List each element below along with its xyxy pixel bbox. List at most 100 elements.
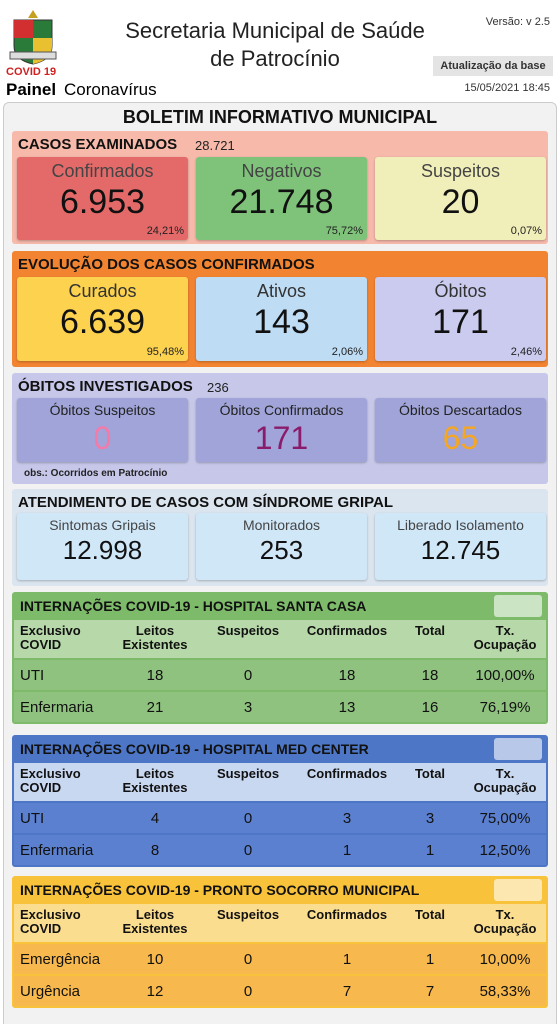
table-cell: 18 bbox=[421, 667, 439, 684]
table-cell: 8 bbox=[150, 842, 160, 859]
card-label: Curados bbox=[68, 281, 137, 301]
column-header: Tx. Ocupação bbox=[473, 766, 537, 795]
app-label: COVID 19 bbox=[6, 66, 57, 78]
stat-card: Monitorados 253 bbox=[196, 513, 367, 580]
card-value: 21.748 bbox=[229, 183, 334, 221]
stat-card: Suspeitos 20 0,07% bbox=[375, 157, 546, 240]
table-cell: 1 bbox=[425, 842, 435, 859]
table-cell: 1 bbox=[342, 842, 352, 859]
table-cell: 3 bbox=[243, 699, 253, 716]
table-cell: 12 bbox=[146, 983, 164, 1000]
table-cell: Enfermaria bbox=[20, 699, 94, 716]
column-header: Total bbox=[414, 766, 446, 781]
column-header: Suspeitos bbox=[216, 623, 280, 638]
table-cell: 16 bbox=[421, 699, 439, 716]
table-cell: 3 bbox=[342, 810, 352, 827]
card-value: 253 bbox=[259, 535, 304, 565]
section-total: 28.721 bbox=[195, 138, 235, 153]
table-cell: 21 bbox=[146, 699, 164, 716]
table-cell: 100,00% bbox=[475, 667, 535, 684]
card-value: 0 bbox=[93, 420, 112, 456]
column-header: Leitos Existentes bbox=[122, 907, 188, 936]
hospital-logo bbox=[494, 879, 542, 901]
update-time: 15/05/2021 18:45 bbox=[464, 82, 550, 94]
card-label: Sintomas Gripais bbox=[49, 517, 156, 533]
table-cell: 0 bbox=[243, 667, 253, 684]
table-cell: 4 bbox=[150, 810, 160, 827]
table-cell: 0 bbox=[243, 810, 253, 827]
panel-rest: Coronavírus bbox=[64, 80, 157, 99]
table-cell: 10,00% bbox=[479, 951, 531, 968]
stat-card: Óbitos Descartados 65 bbox=[375, 398, 546, 462]
column-header: Tx. Ocupação bbox=[473, 623, 537, 652]
stat-card: Óbitos 171 2,46% bbox=[375, 277, 546, 361]
column-header: Suspeitos bbox=[216, 907, 280, 922]
section-note: obs.: Ocorridos em Patrocínio bbox=[24, 468, 168, 479]
table-row bbox=[14, 660, 546, 690]
table-cell: Emergência bbox=[20, 951, 101, 968]
table-cell: Enfermaria bbox=[20, 842, 94, 859]
stat-card: Confirmados 6.953 24,21% bbox=[17, 157, 188, 240]
table-header-row bbox=[14, 620, 546, 658]
column-header: Confirmados bbox=[306, 766, 388, 781]
table-cell: 10 bbox=[146, 951, 164, 968]
card-percent: 75,72% bbox=[325, 225, 363, 237]
table-cell: 0 bbox=[243, 842, 253, 859]
section-title: ATENDIMENTO DE CASOS COM SÍNDROME GRIPAL bbox=[18, 494, 394, 511]
table-cell: 0 bbox=[243, 951, 253, 968]
table-cell: 12,50% bbox=[479, 842, 531, 859]
table-row bbox=[14, 835, 546, 865]
card-value: 143 bbox=[253, 303, 310, 341]
table-row bbox=[14, 944, 546, 974]
card-value: 12.745 bbox=[420, 535, 501, 565]
table-cell: 13 bbox=[338, 699, 356, 716]
table-cell: 7 bbox=[342, 983, 352, 1000]
card-label: Confirmados bbox=[51, 161, 154, 181]
table-header-row bbox=[14, 904, 546, 942]
card-value: 6.639 bbox=[59, 303, 146, 341]
card-percent: 24,21% bbox=[146, 225, 184, 237]
stat-card: Ativos 143 2,06% bbox=[196, 277, 367, 361]
stat-card: Sintomas Gripais 12.998 bbox=[17, 513, 188, 580]
panel-bold: Painel bbox=[6, 80, 57, 99]
card-value: 65 bbox=[442, 420, 479, 456]
column-header: Exclusivo COVID bbox=[20, 907, 81, 936]
column-header: Confirmados bbox=[306, 623, 388, 638]
card-value: 171 bbox=[254, 420, 309, 456]
stat-card: Negativos 21.748 75,72% bbox=[196, 157, 367, 240]
section-title: EVOLUÇÃO DOS CASOS CONFIRMADOS bbox=[18, 256, 315, 273]
table-header-row bbox=[14, 763, 546, 801]
column-header: Total bbox=[414, 907, 446, 922]
stat-card: Liberado Isolamento 12.745 bbox=[375, 513, 546, 580]
table-title: INTERNAÇÕES COVID-19 - HOSPITAL MED CENT… bbox=[20, 741, 369, 757]
table-cell: 75,00% bbox=[479, 810, 531, 827]
section-total: 236 bbox=[207, 380, 229, 395]
table-cell: 1 bbox=[342, 951, 352, 968]
column-header: Tx. Ocupação bbox=[473, 907, 537, 936]
table-row bbox=[14, 976, 546, 1006]
column-header: Exclusivo COVID bbox=[20, 766, 81, 795]
stat-card: Óbitos Suspeitos 0 bbox=[17, 398, 188, 462]
card-percent: 0,07% bbox=[510, 225, 542, 237]
table-cell: 18 bbox=[146, 667, 164, 684]
title-line2: de Patrocínio bbox=[210, 46, 340, 71]
card-percent: 2,06% bbox=[331, 346, 363, 358]
card-value: 12.998 bbox=[62, 535, 143, 565]
card-value: 20 bbox=[441, 183, 480, 221]
table-cell: 1 bbox=[425, 951, 435, 968]
bulletin-title: BOLETIM INFORMATIVO MUNICIPAL bbox=[122, 107, 438, 127]
column-header: Leitos Existentes bbox=[122, 766, 188, 795]
card-label: Negativos bbox=[241, 161, 322, 181]
column-header: Total bbox=[414, 623, 446, 638]
hospital-logo bbox=[494, 738, 542, 760]
table-cell: 7 bbox=[425, 983, 435, 1000]
card-value: 6.953 bbox=[59, 183, 146, 221]
stat-card: Curados 6.639 95,48% bbox=[17, 277, 188, 361]
card-label: Ativos bbox=[256, 281, 307, 301]
table-cell: 0 bbox=[243, 983, 253, 1000]
table-row bbox=[14, 692, 546, 722]
column-header: Confirmados bbox=[306, 907, 388, 922]
card-label: Suspeitos bbox=[420, 161, 501, 181]
section-title: ÓBITOS INVESTIGADOS bbox=[18, 378, 193, 395]
